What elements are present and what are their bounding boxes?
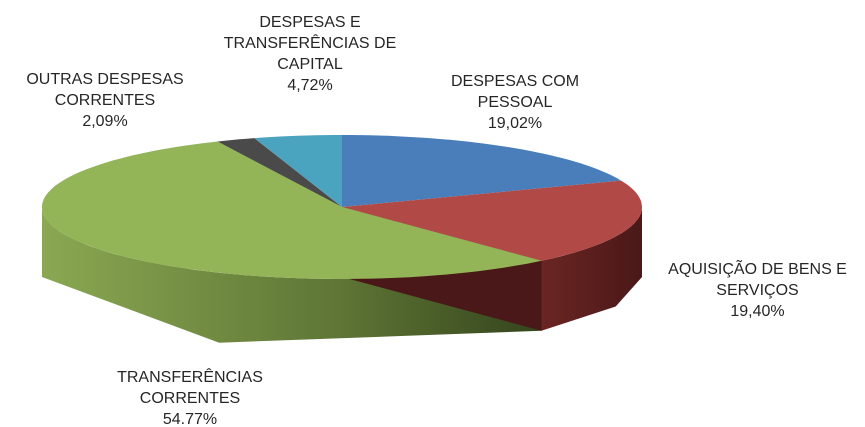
label-name: OUTRAS DESPESAS CORRENTES (26, 71, 184, 109)
slice-side (541, 207, 642, 331)
label-name: DESPESAS E TRANSFERÊNCIAS DE CAPITAL (223, 14, 397, 73)
label-value: 2,09% (82, 113, 128, 130)
slice (342, 135, 622, 207)
slice (342, 180, 642, 261)
label-name: DESPESAS COM PESSOAL (450, 73, 580, 111)
label-name: TRANSFERÊNCIAS CORRENTES (117, 369, 263, 407)
label-name: AQUISIÇÃO DE BENS E SERVIÇOS (668, 261, 847, 299)
label-value: 19,40% (730, 303, 785, 320)
slice-side (42, 207, 542, 343)
slice (42, 141, 542, 279)
label: OUTRAS DESPESAS CORRENTES 2,09% (5, 69, 205, 132)
label-value: 54.77% (162, 411, 218, 427)
label: AQUISIÇÃO DE BENS E SERVIÇOS 19,40% (650, 259, 865, 322)
slice (217, 138, 342, 207)
label: DESPESAS E TRANSFERÊNCIAS DE CAPITAL 4,72… (205, 12, 415, 96)
label: TRANSFERÊNCIAS CORRENTES 54.77% (100, 367, 280, 427)
label-value: 4,72% (287, 77, 333, 94)
label: DESPESAS COM PESSOAL 19,02% (440, 71, 590, 134)
label-value: 19,02% (487, 115, 543, 132)
slice (254, 135, 342, 207)
